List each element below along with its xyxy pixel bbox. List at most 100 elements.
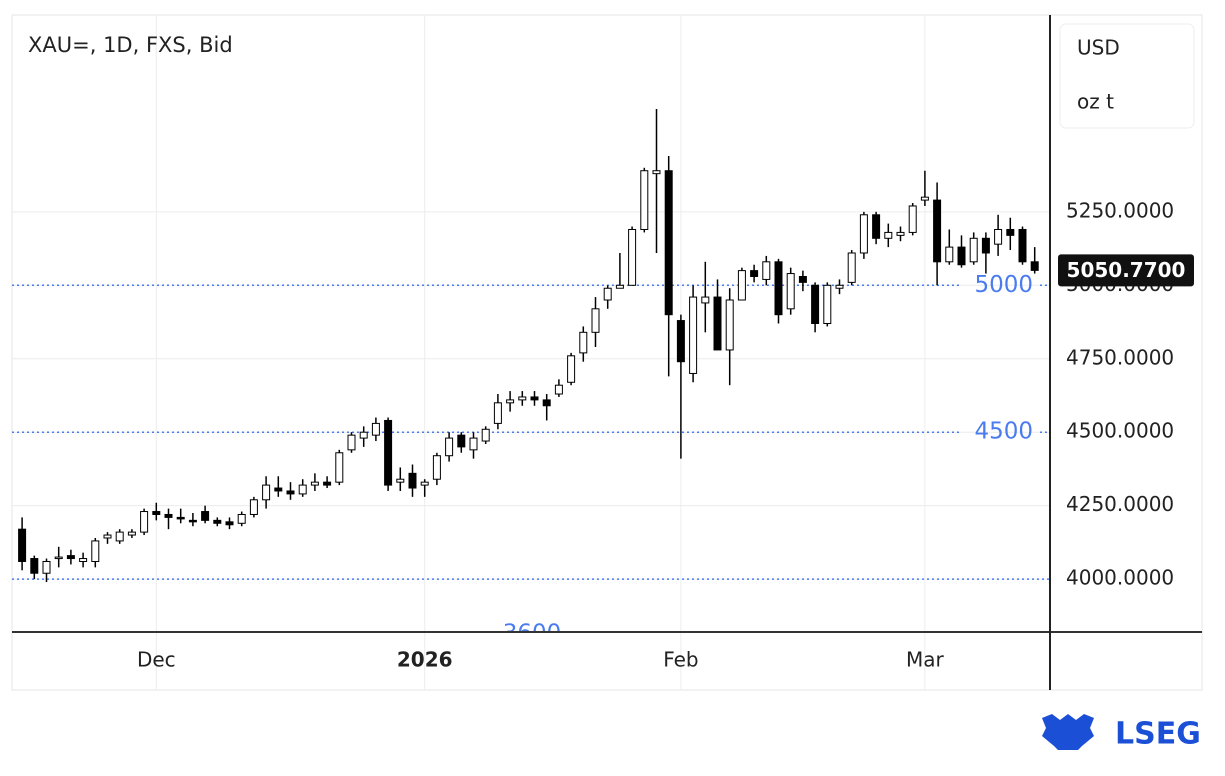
- candle-body: [481, 428, 490, 442]
- candle-body: [518, 396, 527, 401]
- candle-body: [774, 261, 783, 316]
- candle-body: [676, 320, 685, 363]
- candle-body: [530, 396, 539, 401]
- candle-body: [823, 284, 832, 324]
- candle-body: [432, 455, 441, 480]
- candle-body: [262, 484, 271, 501]
- candle-body: [420, 481, 429, 486]
- candle-body: [994, 228, 1003, 245]
- candle-body: [140, 511, 149, 533]
- candles: [18, 109, 1039, 583]
- candle-body: [152, 511, 161, 515]
- candle-body: [615, 284, 624, 289]
- candle-body: [896, 231, 905, 236]
- x-tick-label: Feb: [663, 648, 698, 672]
- level-label: 3600: [503, 621, 562, 647]
- y-tick-label: 4250.0000: [1066, 492, 1174, 516]
- candle-body: [737, 270, 746, 301]
- candle-body: [567, 355, 576, 383]
- candle-body: [237, 513, 246, 524]
- levels: 3600 4500 5000: [12, 272, 1050, 647]
- candle-body: [603, 287, 612, 301]
- candle-body: [579, 331, 588, 354]
- candle-body: [689, 296, 698, 374]
- axis-labels: 4000.0000 4250.0000 4500.0000 4750.0000 5000…: [137, 198, 1194, 672]
- brand: LSEG: [1115, 717, 1201, 752]
- y-tick-label: 4750.0000: [1066, 345, 1174, 369]
- candle-body: [457, 434, 466, 448]
- candle-body: [835, 284, 844, 289]
- candle-body: [554, 384, 563, 395]
- candle-body: [225, 521, 234, 526]
- candle-body: [969, 237, 978, 263]
- candle-body: [786, 273, 795, 310]
- candle-body: [701, 296, 710, 304]
- candle-body: [725, 299, 734, 351]
- candle-body: [542, 399, 551, 407]
- candle-body: [445, 437, 454, 457]
- candle-body: [127, 531, 136, 536]
- candle-body: [591, 308, 600, 333]
- y-tick-label: 5250.0000: [1066, 198, 1174, 222]
- candle-body: [396, 478, 405, 483]
- candle-body: [298, 484, 307, 495]
- candle-body: [201, 511, 210, 521]
- candle-body: [945, 246, 954, 263]
- candle-body: [66, 555, 75, 560]
- candle-body: [506, 399, 515, 404]
- candle-body: [957, 246, 966, 266]
- candle-body: [762, 261, 771, 280]
- last-price-tag: [1058, 254, 1194, 287]
- candle-body: [91, 540, 100, 562]
- candle-body: [384, 419, 393, 486]
- level-label: 4500: [974, 419, 1033, 445]
- candle-body: [103, 534, 112, 539]
- candle-body: [42, 560, 51, 574]
- candle-body: [54, 556, 63, 560]
- x-tick-label: Dec: [137, 648, 176, 672]
- level-label: 5000: [974, 272, 1033, 298]
- candle-body: [798, 275, 807, 283]
- candle-body: [18, 528, 27, 562]
- candle-body: [872, 214, 881, 239]
- candle-body: [1018, 228, 1027, 263]
- unit-label: oz t: [1077, 90, 1114, 114]
- candle-body: [884, 231, 893, 239]
- x-tick-label: 2026: [397, 648, 453, 672]
- candle-body: [176, 516, 185, 520]
- candle-body: [347, 434, 356, 451]
- candle-body: [713, 296, 722, 351]
- candle-body: [811, 284, 820, 324]
- candle-body: [188, 519, 197, 523]
- candle-body: [493, 402, 502, 424]
- y-tick-label: 4500.0000: [1066, 419, 1174, 443]
- candle-body: [847, 252, 856, 283]
- candle-body: [274, 487, 283, 492]
- chart-title: XAU=, 1D, FXS, Bid: [28, 33, 233, 57]
- last-price-label: 5050.7700: [1067, 258, 1186, 282]
- candle-body: [1006, 228, 1015, 236]
- candle-body: [286, 490, 295, 495]
- candle-body: [640, 170, 649, 230]
- candle-body: [323, 481, 332, 486]
- candle-body: [30, 558, 39, 574]
- candle-body: [359, 431, 368, 439]
- candle-body: [335, 452, 344, 483]
- units-box: [1059, 23, 1195, 129]
- candle-body: [920, 196, 929, 201]
- candle-body: [115, 531, 124, 542]
- candle-body: [371, 422, 380, 436]
- candle-body: [469, 437, 478, 451]
- logo-icon: [1042, 714, 1094, 750]
- candle-body: [908, 205, 917, 233]
- candle-body: [859, 214, 868, 254]
- y-tick-label: 4000.0000: [1066, 566, 1174, 590]
- x-tick-label: Mar: [906, 648, 945, 672]
- chart-frame: [11, 14, 1203, 691]
- candle-body: [164, 513, 173, 518]
- candle-body: [79, 558, 88, 562]
- candle-body: [981, 237, 990, 254]
- candle-body: [408, 472, 417, 489]
- candle-body: [1030, 261, 1039, 271]
